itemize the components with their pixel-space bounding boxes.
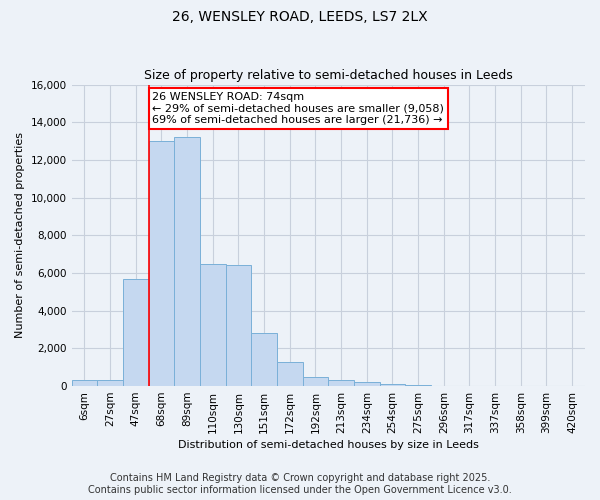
Bar [302,376,328,386]
X-axis label: Distribution of semi-detached houses by size in Leeds: Distribution of semi-detached houses by … [178,440,479,450]
Text: 26 WENSLEY ROAD: 74sqm
← 29% of semi-detached houses are smaller (9,058)
69% of : 26 WENSLEY ROAD: 74sqm ← 29% of semi-det… [152,92,444,126]
Bar [251,334,277,386]
Bar [123,278,149,386]
Title: Size of property relative to semi-detached houses in Leeds: Size of property relative to semi-detach… [144,69,512,82]
Bar [380,384,405,386]
Bar [200,264,226,386]
Bar [277,362,302,386]
Bar [71,380,97,386]
Text: 26, WENSLEY ROAD, LEEDS, LS7 2LX: 26, WENSLEY ROAD, LEEDS, LS7 2LX [172,10,428,24]
Bar [328,380,354,386]
Text: Contains HM Land Registry data © Crown copyright and database right 2025.
Contai: Contains HM Land Registry data © Crown c… [88,474,512,495]
Bar [354,382,380,386]
Bar [149,141,174,386]
Y-axis label: Number of semi-detached properties: Number of semi-detached properties [15,132,25,338]
Bar [405,385,431,386]
Bar [174,138,200,386]
Bar [226,266,251,386]
Bar [97,380,123,386]
